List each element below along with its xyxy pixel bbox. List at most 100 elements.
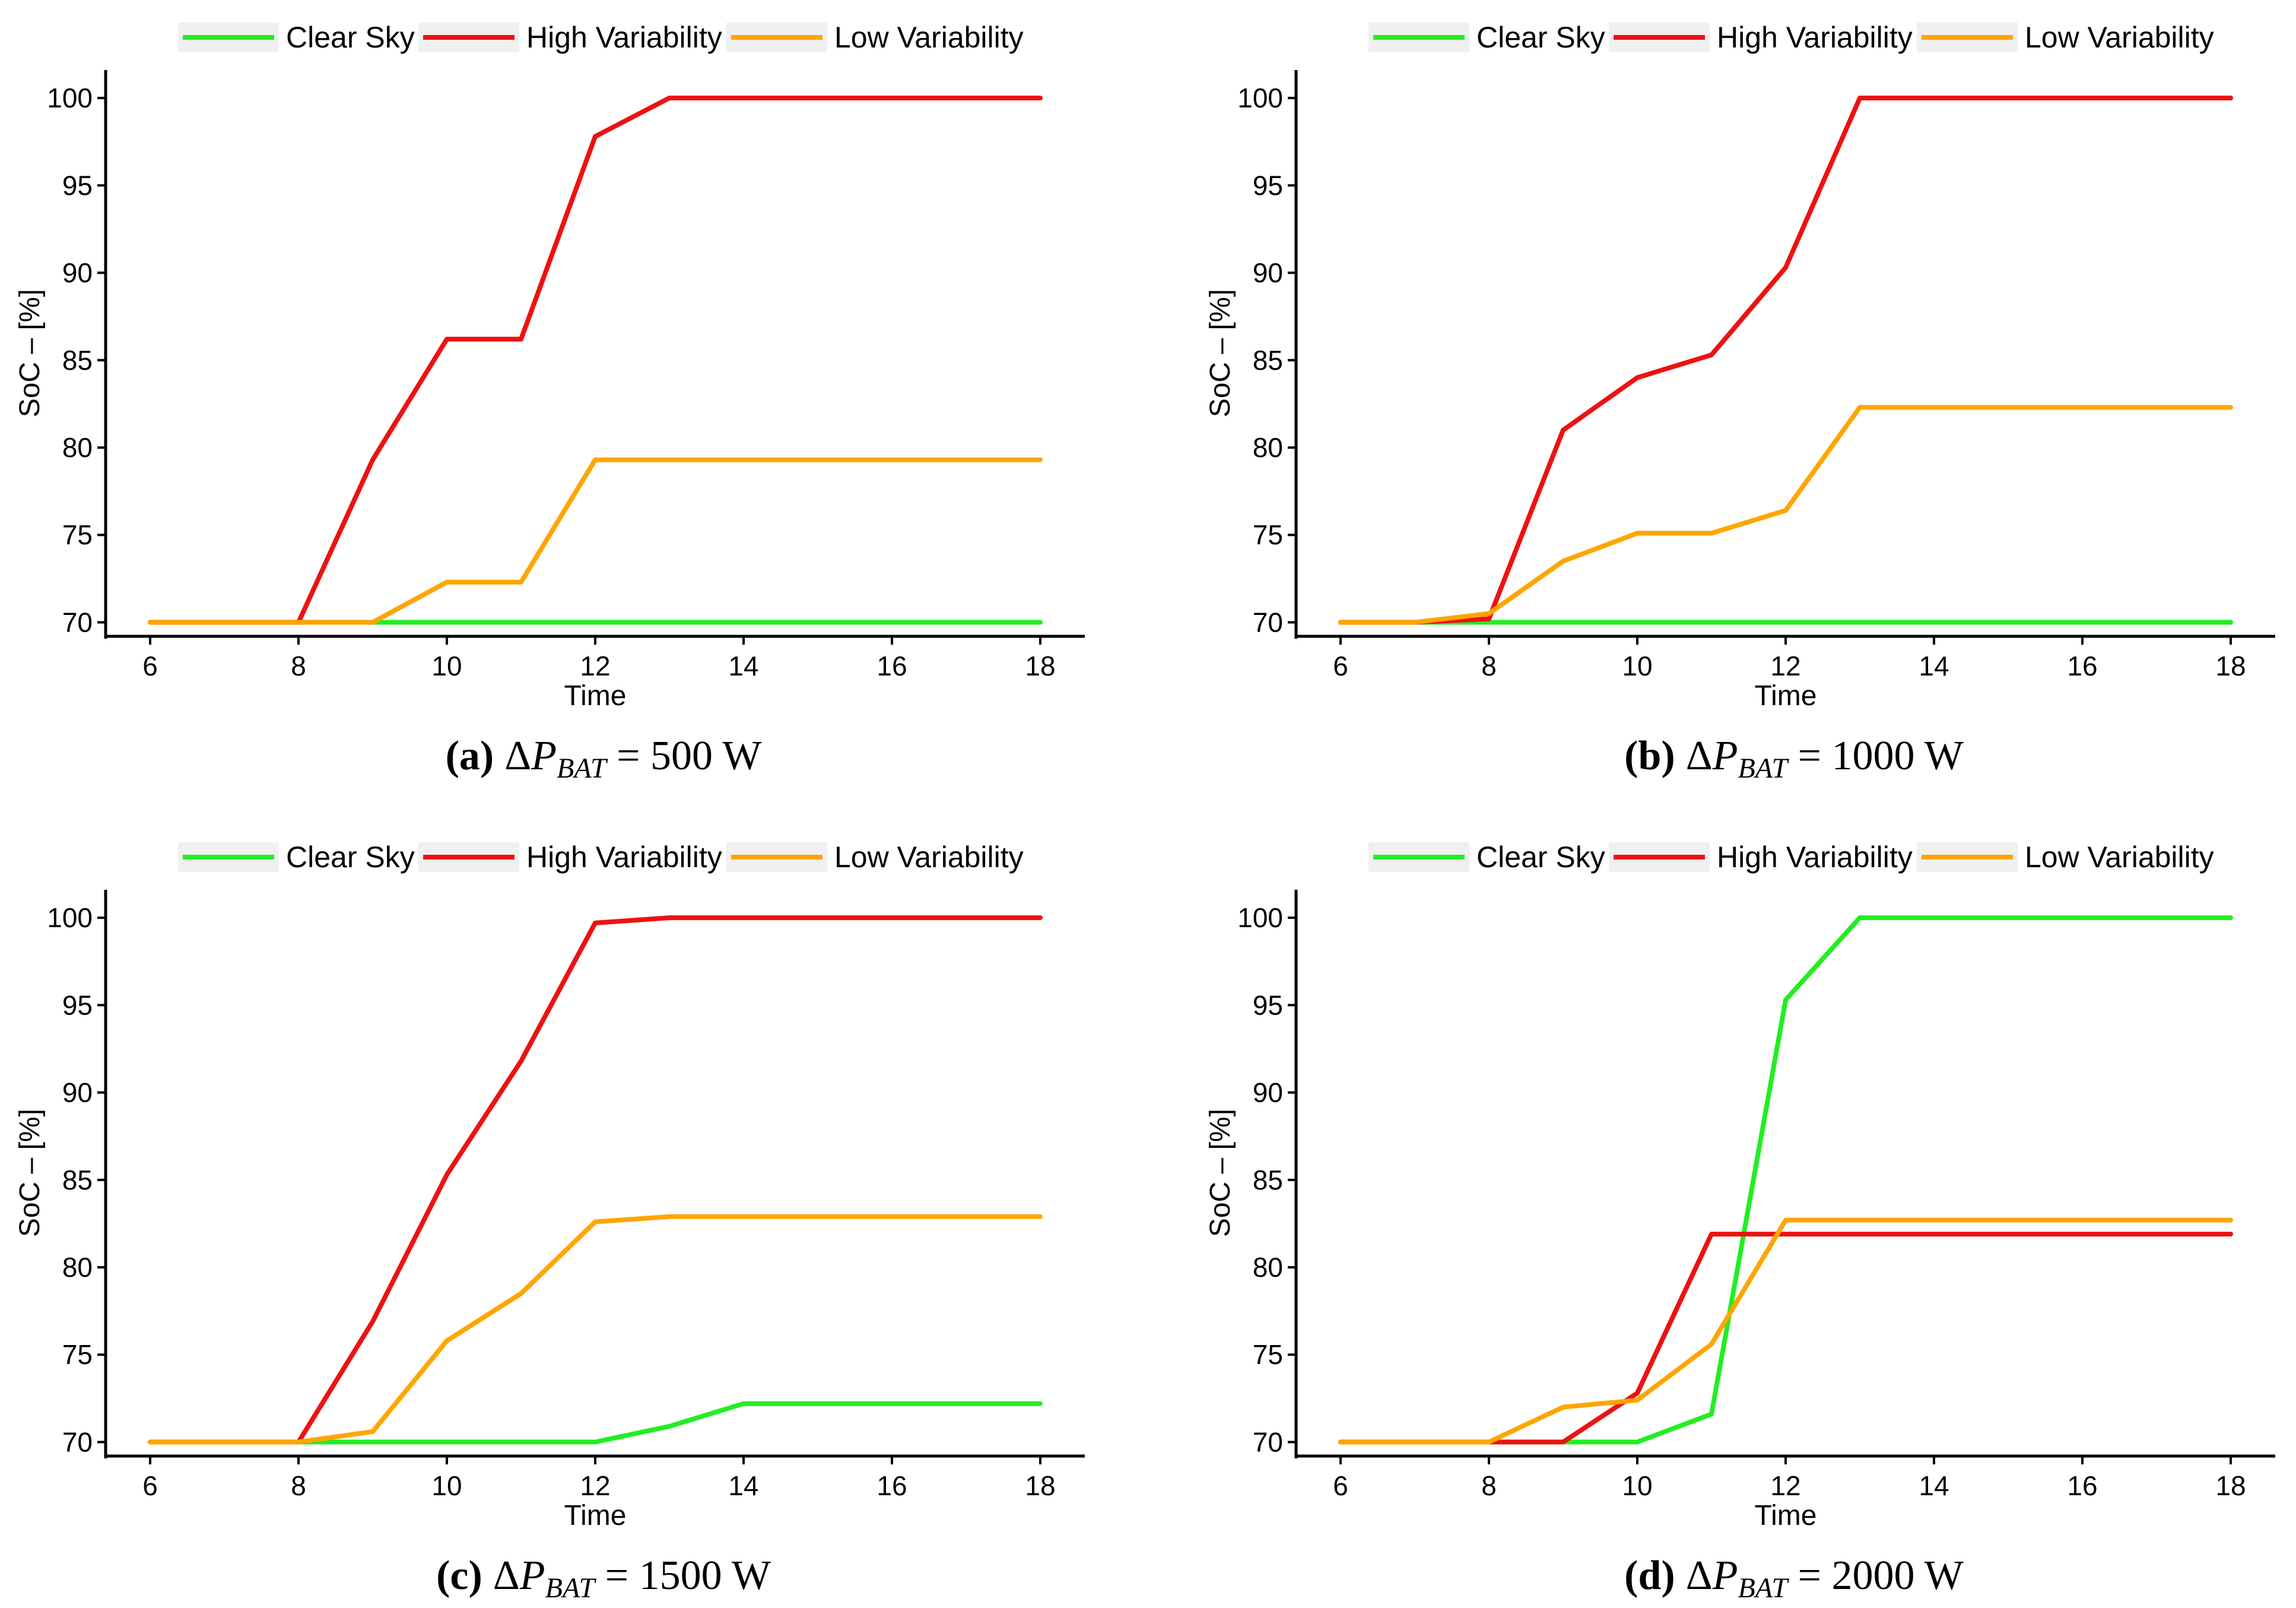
x-tick-label: 18 [1025,1470,1055,1501]
legend: Clear Sky High Variability Low Variability [178,21,1024,54]
x-tick-label: 14 [728,1470,758,1501]
y-tick-label: 75 [62,519,93,550]
legend-label: Low Variability [834,841,1024,874]
panel-caption: (d) ΔPBAT = 2000 W [1624,1553,1964,1604]
legend-label: High Variability [526,21,722,54]
chart-panel-2: Clear Sky High Variability Low Variability… [14,841,1085,1604]
y-axis-title: SoC – [%] [14,289,46,417]
x-tick-label: 10 [1622,1470,1652,1501]
x-tick-label: 6 [1333,1470,1348,1501]
y-tick-label: 70 [1253,1426,1283,1457]
x-tick-label: 12 [580,1470,610,1501]
x-tick-label: 6 [1333,651,1348,681]
chart-panel-1: Clear Sky High Variability Low Variability… [1205,21,2275,784]
x-tick-label: 16 [877,651,907,681]
legend-label: Low Variability [2025,841,2214,874]
y-tick-label: 75 [1253,1339,1283,1370]
y-tick-label: 95 [1253,989,1283,1020]
y-tick-label: 100 [47,902,93,933]
x-tick-label: 18 [2215,651,2246,681]
y-tick-label: 95 [1253,170,1283,201]
y-tick-label: 75 [1253,519,1283,550]
x-tick-label: 16 [877,1470,907,1501]
x-axis-title: Time [1755,1500,1817,1531]
caption-sub: BAT [1738,1572,1789,1604]
x-tick-label: 12 [580,651,610,681]
y-tick-label: 85 [62,1165,93,1195]
panel-caption: (a) ΔPBAT = 500 W [446,733,762,784]
x-tick-label: 8 [1481,1470,1497,1501]
x-tick-label: 10 [431,651,462,681]
x-tick-label: 14 [1919,1470,1949,1501]
legend-label: Low Variability [834,21,1024,54]
x-tick-label: 10 [1622,651,1652,681]
caption-delta: Δ [1686,1553,1713,1599]
legend-label: Low Variability [2025,21,2214,54]
panel-caption: (b) ΔPBAT = 1000 W [1624,733,1964,784]
y-tick-label: 70 [62,1426,93,1457]
caption-label: (a) [446,733,494,779]
caption-var: P [1712,1553,1738,1599]
x-tick-label: 6 [142,651,158,681]
series-line-low-variability [148,1214,1043,1445]
caption-rest: = 500 W [606,733,762,779]
series-line-low-variability [1338,405,2233,625]
caption-sub: BAT [545,1572,597,1604]
y-axis-title: SoC – [%] [1205,289,1236,417]
series-line-low-variability [148,457,1043,625]
series-line-high-variability [1338,1232,2233,1445]
y-tick-label: 80 [62,1252,93,1283]
x-axis-title: Time [564,680,627,712]
caption-var: P [531,733,557,779]
y-tick-label: 100 [47,83,93,113]
y-tick-label: 70 [1253,607,1283,638]
caption-label: (d) [1624,1553,1675,1599]
caption-sub: BAT [557,753,608,784]
legend-label: Clear Sky [286,841,415,874]
y-tick-label: 100 [1237,902,1283,933]
caption-delta: Δ [1686,733,1713,779]
x-tick-label: 16 [2067,651,2097,681]
x-tick-label: 18 [1025,651,1055,681]
x-tick-label: 8 [1481,651,1497,681]
y-axis-title: SoC – [%] [1205,1109,1236,1237]
legend-label: Clear Sky [286,21,415,54]
x-tick-label: 12 [1770,1470,1800,1501]
y-tick-label: 95 [62,170,93,201]
legend-label: High Variability [1717,841,1913,874]
y-tick-label: 95 [62,989,93,1020]
chart-panel-0: Clear Sky High Variability Low Variability… [14,21,1085,784]
y-tick-label: 80 [62,432,93,463]
y-tick-label: 85 [62,345,93,376]
y-tick-label: 90 [62,258,93,288]
y-tick-label: 75 [62,1339,93,1370]
y-axis-title: SoC – [%] [14,1109,46,1237]
x-tick-label: 10 [431,1470,462,1501]
legend-label: Clear Sky [1476,21,1605,54]
caption-rest: = 1500 W [595,1553,771,1599]
legend: Clear Sky High Variability Low Variability [1368,21,2214,54]
legend-label: High Variability [1717,21,1913,54]
legend-label: High Variability [526,841,722,874]
x-tick-label: 18 [2215,1470,2246,1501]
x-tick-label: 14 [728,651,758,681]
series-line-low-variability [1338,1217,2233,1445]
x-tick-label: 8 [291,651,306,681]
caption-label: (b) [1624,733,1675,779]
caption-var: P [519,1553,545,1599]
caption-var: P [1712,733,1738,779]
y-tick-label: 90 [62,1077,93,1108]
chart-panel-3: Clear Sky High Variability Low Variability… [1205,841,2275,1604]
x-axis-title: Time [564,1500,627,1531]
y-tick-label: 85 [1253,1165,1283,1195]
caption-rest: = 2000 W [1787,1553,1964,1599]
legend-label: Clear Sky [1476,841,1605,874]
series-line-clear-sky [148,1401,1043,1445]
y-tick-label: 80 [1253,1252,1283,1283]
series-line-clear-sky [1338,915,2233,1445]
y-tick-label: 70 [62,607,93,638]
caption-delta: Δ [504,733,531,779]
series-line-high-variability [148,915,1043,1445]
series-line-high-variability [1338,96,2233,625]
